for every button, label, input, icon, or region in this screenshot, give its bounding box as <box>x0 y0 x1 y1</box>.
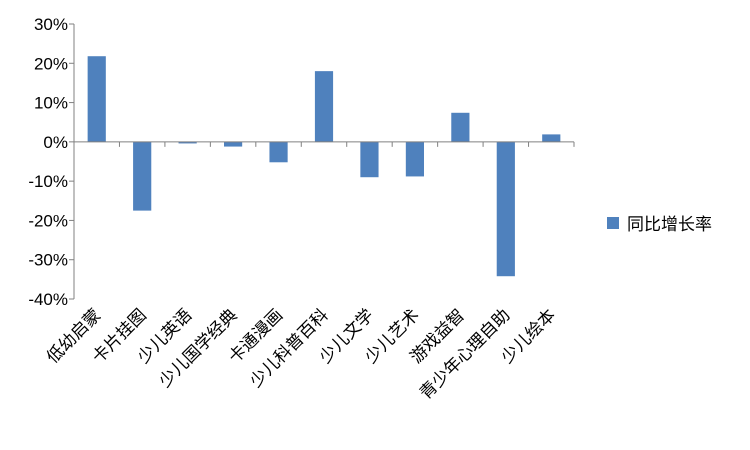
y-tick-label: 10% <box>34 94 68 113</box>
y-tick-label: -40% <box>28 290 68 309</box>
bar <box>496 141 515 277</box>
legend-label: 同比增长率 <box>627 215 712 235</box>
bar <box>405 141 424 177</box>
bar <box>133 141 152 211</box>
y-tick-label: -10% <box>28 172 68 191</box>
bars <box>87 56 561 277</box>
y-tick-label: 20% <box>34 54 68 73</box>
bar <box>360 141 379 178</box>
bar <box>269 141 288 163</box>
y-tick-label: 30% <box>34 15 68 34</box>
bar <box>87 56 106 142</box>
legend: 同比增长率 <box>607 215 712 235</box>
y-axis: -40% -30% -20% -10% 0% 10% 20% 30% <box>28 15 75 309</box>
bar <box>542 134 561 142</box>
legend-swatch <box>607 217 619 229</box>
bar <box>178 141 197 144</box>
x-axis: 低幼启蒙卡片挂图少儿英语少儿国学经典卡通漫画少儿科普百科少儿文学少儿艺术游戏益智… <box>43 141 575 404</box>
y-tick-label: -20% <box>28 211 68 230</box>
bar <box>224 141 243 147</box>
y-tick-label: -30% <box>28 251 68 270</box>
y-tick-label: 0% <box>43 133 68 152</box>
bar <box>314 71 334 142</box>
bar <box>451 112 470 142</box>
